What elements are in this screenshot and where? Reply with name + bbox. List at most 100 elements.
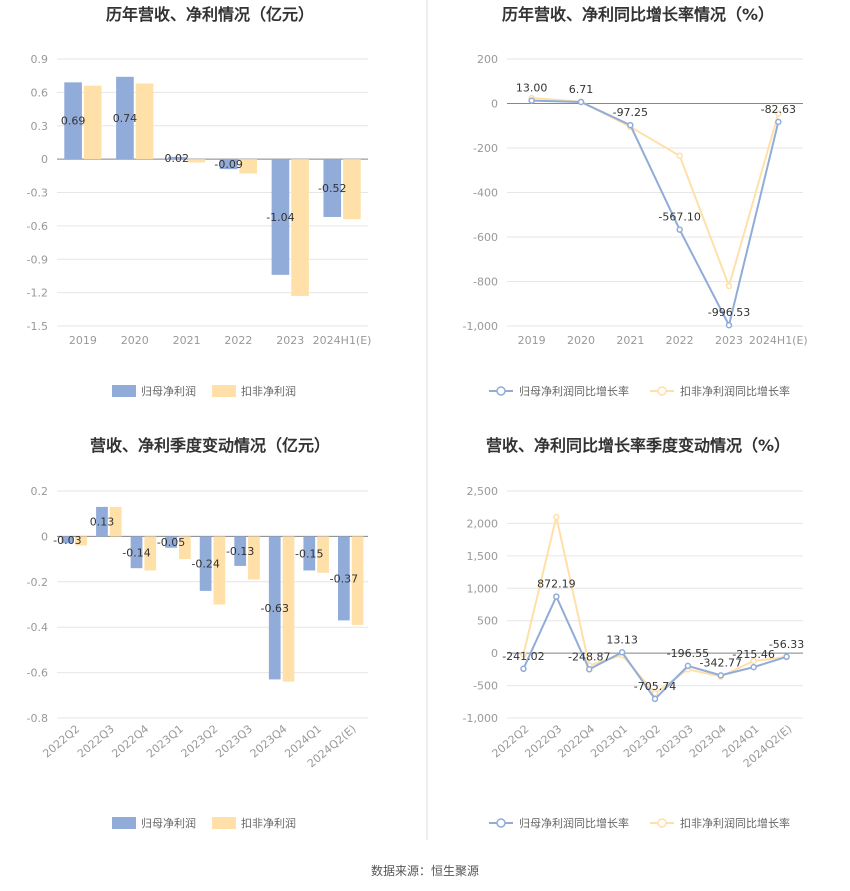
chart-title: 营收、净利同比增长率季度变动情况（%） <box>486 436 790 455</box>
y-tick-label: -0.2 <box>27 576 48 589</box>
y-tick-label: 2,000 <box>467 517 499 530</box>
data-label: -0.14 <box>122 546 150 559</box>
legend-swatch-secondary <box>212 385 236 397</box>
data-label: -0.05 <box>157 536 185 549</box>
x-tick-label: 2021 <box>173 334 201 347</box>
bar-primary <box>199 536 212 591</box>
x-tick-label: 2023Q2 <box>179 722 221 760</box>
y-tick-label: -1,000 <box>463 712 498 725</box>
y-tick-label: 0.6 <box>31 86 49 99</box>
annual-profit-chart: 历年营收、净利情况（亿元） 0.9 0.6 0.3 0 -0.3 -0.6 -0.9 -1.2… <box>27 5 372 347</box>
y-tick-label: -0.4 <box>27 621 48 634</box>
data-label: -97.25 <box>613 106 648 119</box>
bar-secondary <box>248 536 260 580</box>
legend-label: 扣非净利润同比增长率 <box>680 816 790 830</box>
bar-secondary <box>135 83 154 160</box>
y-tick-label: 1,500 <box>467 550 499 563</box>
y-tick-label: -0.3 <box>27 187 48 200</box>
legend-swatch-primary <box>112 385 136 397</box>
data-label: 13.13 <box>606 633 638 646</box>
x-tick-label: 2022 <box>224 334 252 347</box>
bar-secondary <box>187 159 206 163</box>
data-label: -0.15 <box>295 547 323 560</box>
x-tick-label: 2023Q3 <box>213 722 255 760</box>
point-primary <box>520 665 527 673</box>
x-tick-label: 2019 <box>69 334 97 347</box>
series-line-secondary <box>531 96 780 290</box>
legend-annual-growth[interactable]: 归母净利润同比增长率 扣非净利润同比增长率 <box>489 384 790 398</box>
point-primary <box>577 98 585 106</box>
legend-label: 扣非净利润同比增长率 <box>680 384 790 398</box>
legend-label: 扣非净利润 <box>241 816 296 830</box>
bar-secondary <box>291 159 309 296</box>
bar-primary <box>130 536 143 569</box>
y-tick-label: -500 <box>473 680 498 693</box>
data-label: -0.52 <box>318 182 346 195</box>
y-tick-label: 0 <box>491 98 498 111</box>
y-tick-label: 500 <box>477 615 498 628</box>
y-tick-label: -0.8 <box>27 712 48 725</box>
legend-quarterly-profit[interactable]: 归母净利润 扣非净利润 <box>112 816 296 830</box>
data-label: -342.77 <box>700 656 742 669</box>
x-tick-label: 2020 <box>121 334 149 347</box>
x-tick-label: 2022Q3 <box>75 722 117 760</box>
y-tick-label: 0 <box>41 530 48 543</box>
bar-secondary <box>109 506 122 537</box>
data-label: -567.10 <box>658 211 700 224</box>
y-tick-label: -0.6 <box>27 220 48 233</box>
y-tick-label: -400 <box>473 187 498 200</box>
legend-annual-profit[interactable]: 归母净利润 扣非净利润 <box>112 384 296 398</box>
y-tick-label: -200 <box>473 142 498 155</box>
legend-swatch-primary <box>112 817 136 829</box>
bar-secondary <box>343 159 361 220</box>
y-tick-label: 1,000 <box>467 582 499 595</box>
data-label: -248.87 <box>568 650 610 663</box>
bar-primary <box>268 536 281 680</box>
bar-secondary <box>282 536 295 682</box>
legend-quarterly-growth[interactable]: 归母净利润同比增长率 扣非净利润同比增长率 <box>489 816 790 830</box>
legend-swatch-secondary <box>212 817 236 829</box>
x-tick-label: 2023Q4 <box>248 722 290 760</box>
data-label: -196.55 <box>667 647 709 660</box>
point-primary <box>717 672 725 679</box>
data-label: -996.53 <box>708 306 750 319</box>
legend-marker-secondary <box>657 818 667 828</box>
legend-marker-secondary <box>657 386 667 396</box>
data-label: -0.03 <box>53 534 81 547</box>
series-line-secondary <box>522 516 787 695</box>
quarterly-growth-chart: 营收、净利同比增长率季度变动情况（%） 2,500 2,000 1,500 1,000… <box>463 436 805 770</box>
y-tick-label: 200 <box>477 53 498 66</box>
data-label: -0.37 <box>330 572 358 585</box>
x-tick-label: 2022 <box>666 334 694 347</box>
bar-primary <box>167 156 186 160</box>
data-source-caption: 数据来源：恒生聚源 <box>370 864 479 878</box>
bar-secondary <box>83 85 102 160</box>
x-tick-label: 2020 <box>567 334 595 347</box>
data-label: 872.19 <box>537 578 576 591</box>
chart-title: 营收、净利季度变动情况（亿元） <box>90 436 330 455</box>
data-label: -1.04 <box>266 211 294 224</box>
bar-primary <box>61 536 74 544</box>
legend-label: 归母净利润 <box>141 816 196 830</box>
bar-primary <box>234 536 247 566</box>
y-tick-label: -1,000 <box>463 320 498 333</box>
data-label: 13.00 <box>516 82 548 95</box>
bar-primary <box>64 82 82 160</box>
data-label: -0.63 <box>261 602 289 615</box>
point-secondary <box>553 513 560 521</box>
x-tick-label: 2022Q2 <box>40 722 82 760</box>
data-label: -0.24 <box>191 558 219 571</box>
y-tick-label: -0.6 <box>27 667 48 680</box>
point-primary <box>618 649 626 656</box>
bar-secondary <box>213 536 226 605</box>
series-line-primary <box>531 99 780 329</box>
point-primary <box>775 118 782 126</box>
data-label: 6.71 <box>569 83 594 96</box>
data-label: -215.46 <box>732 648 774 661</box>
y-tick-label: -800 <box>473 276 498 289</box>
x-tick-label: 2023 <box>276 334 304 347</box>
legend-label: 扣非净利润 <box>241 384 296 398</box>
y-tick-label: 0.9 <box>31 53 49 66</box>
y-tick-label: 2,500 <box>467 485 499 498</box>
